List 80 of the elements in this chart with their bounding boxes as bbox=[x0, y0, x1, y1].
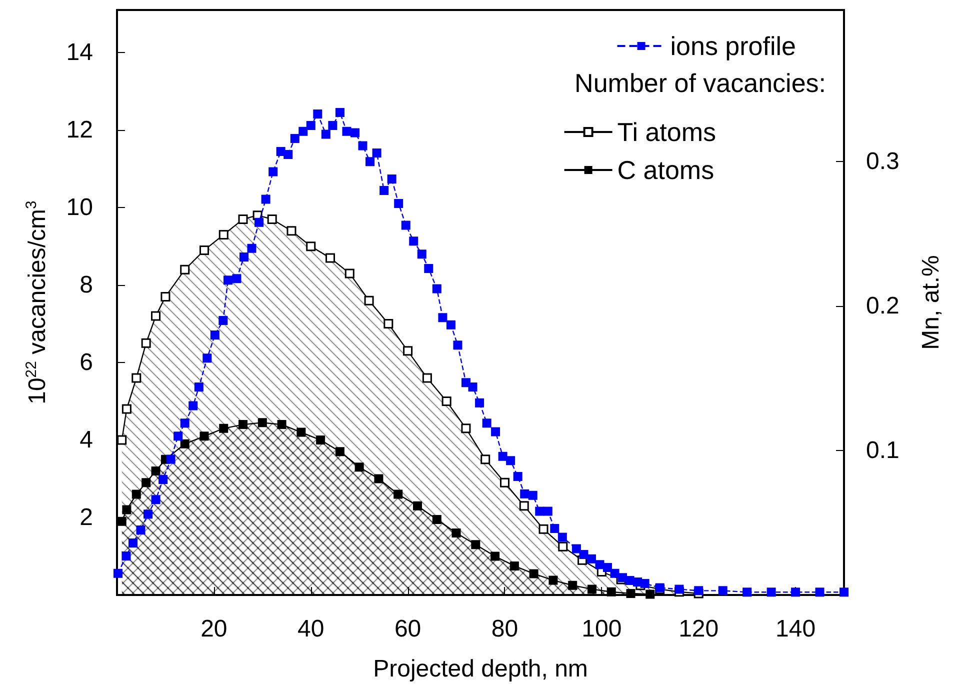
point bbox=[238, 420, 248, 430]
point bbox=[219, 424, 228, 433]
point bbox=[286, 226, 296, 236]
point bbox=[306, 242, 316, 252]
y-tick-label: 10 bbox=[66, 194, 93, 222]
point bbox=[519, 501, 529, 511]
point bbox=[117, 435, 127, 445]
point bbox=[646, 590, 655, 599]
point bbox=[316, 436, 326, 445]
point bbox=[568, 580, 578, 590]
point bbox=[587, 584, 596, 594]
point bbox=[394, 490, 403, 499]
point bbox=[132, 373, 142, 383]
point bbox=[412, 501, 422, 510]
point bbox=[160, 292, 170, 302]
point bbox=[606, 587, 616, 596]
point bbox=[335, 447, 344, 456]
point bbox=[461, 424, 471, 434]
point bbox=[117, 516, 126, 526]
x-tick-label: 80 bbox=[491, 616, 518, 642]
x-tick-label: 20 bbox=[200, 616, 228, 642]
y2-tick-label: 0.2 bbox=[866, 292, 900, 320]
legend-label: C atoms bbox=[617, 155, 714, 185]
x-tick-label: 60 bbox=[394, 616, 422, 642]
point bbox=[122, 404, 132, 414]
x-axis-title: Projected depth, nm bbox=[373, 656, 588, 682]
point bbox=[238, 214, 248, 224]
x-tick-label: 120 bbox=[678, 616, 719, 642]
point bbox=[510, 561, 519, 570]
point bbox=[432, 514, 442, 524]
point bbox=[180, 264, 190, 274]
point bbox=[142, 478, 151, 488]
point bbox=[442, 396, 452, 406]
point bbox=[354, 462, 364, 472]
point bbox=[452, 528, 461, 538]
point bbox=[558, 542, 568, 552]
point bbox=[422, 373, 432, 383]
point bbox=[122, 505, 132, 514]
point bbox=[296, 428, 306, 437]
y2-tick-label: 0.3 bbox=[866, 148, 900, 176]
point bbox=[326, 253, 336, 263]
point bbox=[548, 576, 558, 585]
point bbox=[529, 569, 538, 578]
y-tick-label: 2 bbox=[80, 504, 93, 532]
point bbox=[180, 439, 190, 448]
y-tick-label: 14 bbox=[66, 39, 93, 66]
point bbox=[151, 311, 161, 321]
y-axis-title: 1022 vacancies/cm3 bbox=[23, 200, 51, 404]
x-tick-label: 40 bbox=[298, 616, 324, 642]
legend-title: Number of vacancies: bbox=[574, 68, 826, 98]
y-tick-label: 8 bbox=[80, 272, 93, 299]
point bbox=[384, 319, 394, 329]
point bbox=[200, 432, 209, 441]
point bbox=[403, 346, 413, 356]
point bbox=[538, 524, 548, 534]
point bbox=[500, 478, 510, 488]
x-tick-label: 100 bbox=[582, 616, 622, 642]
y-tick-label: 4 bbox=[80, 426, 93, 454]
legend-label: Ti atoms bbox=[617, 117, 716, 147]
point bbox=[364, 296, 374, 306]
point bbox=[471, 540, 480, 550]
legend-label: ions profile bbox=[670, 31, 796, 61]
point bbox=[141, 338, 151, 348]
y2-tick-label: 0.1 bbox=[866, 437, 900, 464]
point bbox=[626, 588, 636, 598]
point bbox=[267, 214, 277, 224]
y-tick-label: 6 bbox=[80, 349, 93, 376]
x-tick-label: 140 bbox=[776, 616, 816, 642]
point bbox=[258, 418, 267, 428]
point bbox=[344, 268, 354, 278]
point bbox=[132, 490, 141, 499]
y-tick-label: 12 bbox=[66, 116, 93, 144]
point bbox=[480, 454, 490, 464]
point bbox=[151, 466, 160, 476]
point bbox=[277, 420, 286, 430]
point bbox=[218, 230, 228, 240]
point bbox=[199, 245, 209, 255]
point bbox=[374, 474, 384, 484]
y2-axis-title: Mn, at.% bbox=[918, 255, 944, 350]
point bbox=[490, 552, 500, 561]
